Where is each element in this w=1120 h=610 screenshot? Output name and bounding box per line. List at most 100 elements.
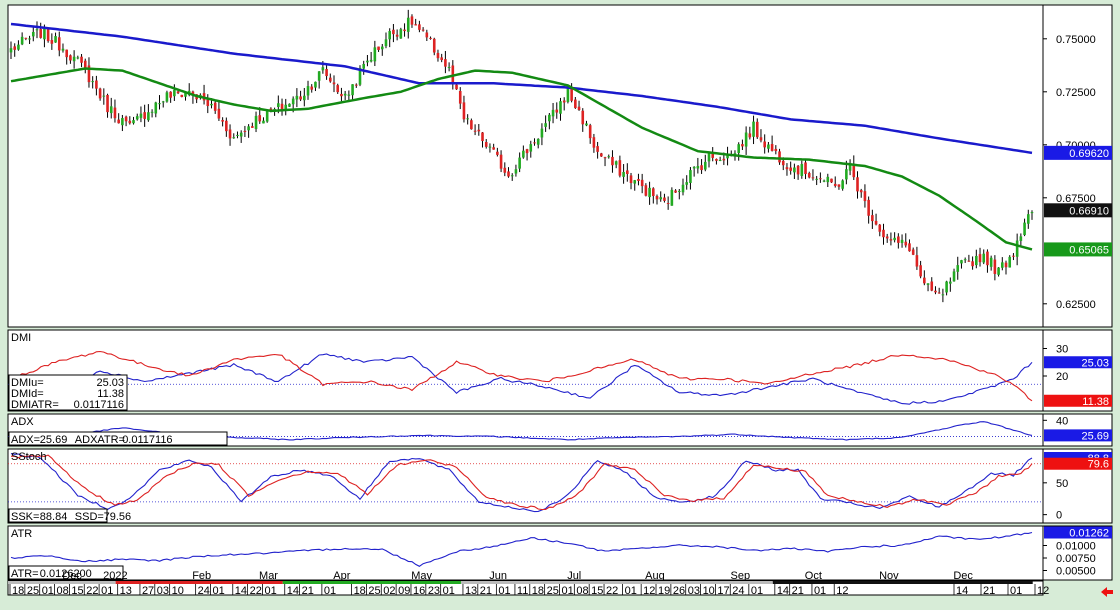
candle-body	[551, 109, 555, 117]
candle-body	[425, 32, 429, 38]
candle-body	[1015, 240, 1019, 257]
candle-body	[72, 56, 76, 62]
candle-body	[971, 261, 974, 267]
candle-body	[421, 29, 425, 31]
candle-body	[566, 87, 570, 102]
candle-body	[949, 281, 952, 284]
candle-body	[225, 120, 228, 132]
last-value-tag	[1044, 526, 1112, 539]
candle-body	[941, 294, 945, 296]
month-label: Aug	[645, 570, 665, 582]
candle-body	[165, 92, 169, 102]
candle-body	[291, 98, 295, 105]
candle-body	[429, 37, 432, 39]
candle-body	[822, 180, 826, 182]
panel-title: SStoch	[11, 451, 46, 463]
day-label: 11	[517, 585, 528, 597]
legend-box	[8, 374, 128, 411]
year-band	[772, 581, 1033, 584]
candle-body	[600, 153, 603, 157]
candle-body	[295, 95, 299, 100]
candle-body	[410, 16, 414, 25]
legend-value: 25.03	[96, 377, 124, 389]
scroll-right-arrow[interactable]	[1100, 585, 1114, 599]
panel-sstoch	[7, 448, 1044, 524]
day-label: 21	[792, 585, 804, 597]
day-label: 22	[606, 585, 618, 597]
candle-body	[414, 24, 417, 26]
candle-body	[124, 116, 128, 122]
candle-body	[752, 121, 755, 137]
candle-body	[492, 147, 495, 150]
day-label: 09	[398, 585, 410, 597]
candle-body	[778, 151, 781, 163]
candle-body	[143, 112, 146, 119]
candle-body	[826, 176, 830, 183]
candle-body	[158, 103, 161, 105]
candle-body	[458, 91, 462, 104]
candle-body	[622, 171, 625, 177]
candle-body	[722, 158, 726, 161]
candle-body	[700, 165, 703, 171]
legend-value: 0.0117116	[122, 434, 172, 446]
day-label: 14	[777, 585, 789, 597]
candle-body	[581, 110, 585, 125]
candle-body	[711, 153, 715, 158]
last-value-tag	[1044, 356, 1112, 369]
candle-body	[154, 102, 158, 114]
day-label: 01	[751, 585, 763, 597]
candle-body	[926, 283, 930, 285]
candle-body	[135, 116, 139, 120]
legend-value: 25.69	[40, 434, 68, 446]
candle-body	[648, 187, 651, 198]
candle-body	[908, 243, 911, 252]
candle-body	[328, 77, 332, 82]
day-label: 22	[86, 585, 98, 597]
candle-body	[897, 236, 900, 243]
candle-body	[191, 91, 195, 96]
legend-value: 11.38	[97, 388, 124, 400]
candle-body	[767, 144, 770, 149]
month-label: Jul	[567, 570, 581, 582]
candle-body	[173, 89, 176, 97]
candle-body	[13, 46, 17, 50]
candle-body	[258, 115, 262, 122]
candle-body	[406, 17, 410, 32]
candle-body	[477, 129, 481, 132]
candle-body	[659, 197, 663, 200]
month-label: Apr	[333, 570, 350, 582]
candle-body	[755, 121, 759, 138]
candle-body	[692, 166, 696, 169]
candle-body	[748, 133, 752, 138]
day-label: 14	[956, 585, 968, 597]
candle-body	[102, 95, 106, 97]
last-value-tag	[1044, 242, 1112, 257]
candle-body	[1019, 236, 1023, 241]
candle-body	[911, 249, 915, 255]
candle-body	[466, 118, 469, 120]
candle-body	[934, 290, 937, 293]
candle-body	[499, 154, 503, 169]
day-label: 16	[413, 585, 425, 597]
series-sma_mid	[10, 67, 1033, 251]
y-tick-label: 0.01000	[1056, 541, 1096, 553]
candle-body	[377, 46, 380, 50]
last-value-tag	[1044, 429, 1112, 442]
candle-body	[574, 99, 577, 108]
candle-body	[440, 57, 443, 61]
candle-body	[577, 106, 581, 111]
legend-value: 88.84	[40, 511, 68, 523]
candle-body	[815, 178, 818, 180]
candle-body	[915, 255, 919, 267]
candle-body	[366, 60, 369, 63]
year-band	[8, 581, 116, 584]
candle-body	[525, 149, 529, 154]
candle-body	[169, 91, 172, 98]
month-label: Sep	[731, 570, 751, 582]
last-value-tag	[1044, 145, 1112, 160]
day-label: 21	[480, 585, 492, 597]
candle-body	[789, 167, 792, 171]
candle-body	[83, 60, 87, 68]
